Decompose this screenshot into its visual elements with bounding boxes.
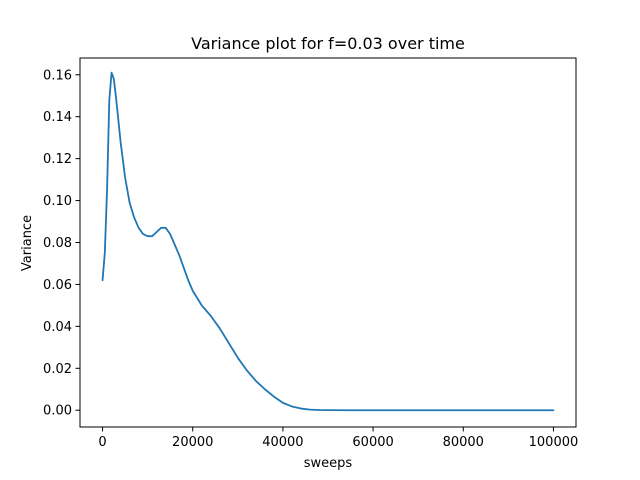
- y-tick-label: 0.16: [43, 68, 72, 83]
- y-tick-label: 0.00: [43, 404, 72, 419]
- x-axis-title: sweeps: [304, 456, 353, 471]
- y-tick-label: 0.08: [43, 236, 72, 251]
- x-tick-label: 40000: [262, 435, 303, 450]
- y-tick-label: 0.12: [43, 152, 72, 167]
- y-tick-label: 0.04: [43, 320, 72, 335]
- y-tick-label: 0.10: [43, 194, 72, 209]
- x-tick-label: 100000: [529, 435, 579, 450]
- series-line-1: [101, 71, 555, 412]
- x-tick-label: 20000: [172, 435, 213, 450]
- x-tick-label: 60000: [352, 435, 393, 450]
- y-tick-label: 0.02: [43, 362, 72, 377]
- chart-title: Variance plot for f=0.03 over time: [191, 34, 465, 53]
- axes-ticks: 0 20000 40000 60000 80000 100000 0.00 0.02 0.04 0…: [43, 68, 578, 450]
- x-tick-label: 0: [98, 435, 106, 450]
- y-tick-label: 0.14: [43, 110, 72, 125]
- y-tick-label: 0.06: [43, 278, 72, 293]
- x-tick-label: 80000: [443, 435, 484, 450]
- y-axis-title: Variance: [20, 215, 35, 271]
